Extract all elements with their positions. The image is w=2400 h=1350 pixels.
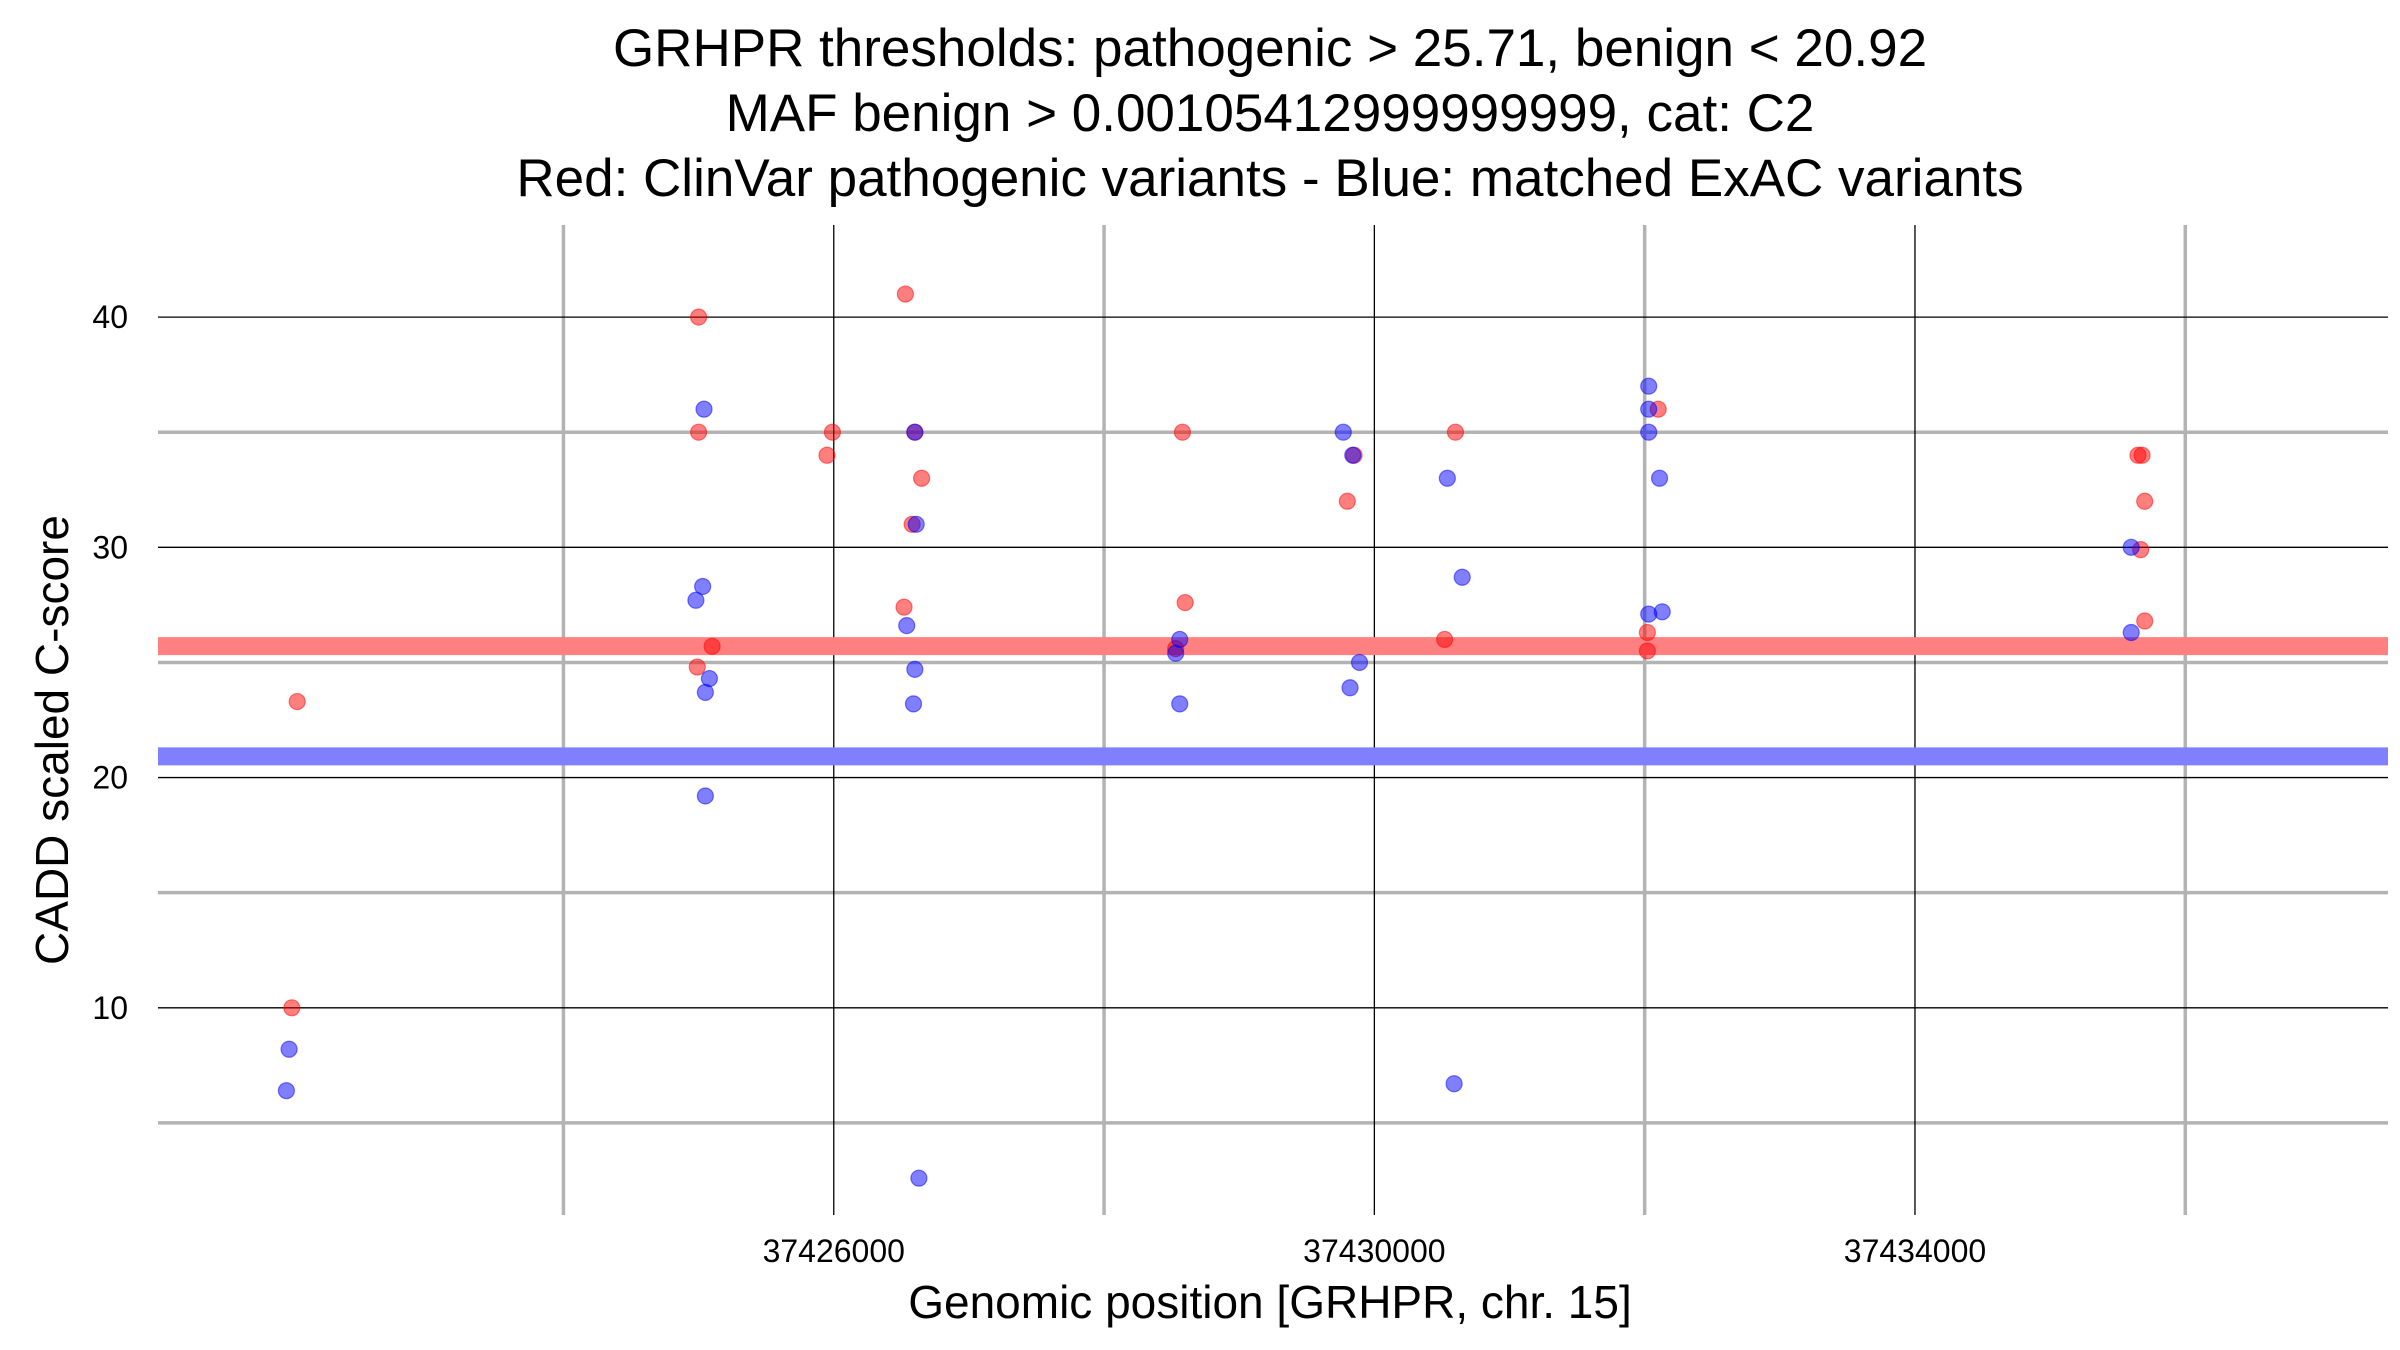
- y-tick-label: 10: [92, 990, 128, 1026]
- clinvar-pathogenic-point: [1446, 423, 1465, 441]
- y-axis-tick-labels: 10 20 30 40: [92, 299, 128, 1026]
- y-axis-label: CADD scaled C-score: [26, 515, 78, 965]
- exac-matched-point: [696, 787, 714, 805]
- clinvar-pathogenic-point: [2136, 612, 2154, 630]
- threshold-lines: [158, 637, 2388, 766]
- exac-matched-point: [906, 423, 924, 441]
- chart-title: GRHPR thresholds: pathogenic > 25.71, be…: [516, 19, 2023, 208]
- y-tick-label: 30: [92, 529, 128, 565]
- exac-matched-point: [2122, 538, 2140, 556]
- exac-matched-point: [277, 1082, 295, 1100]
- exac-matched-point: [1341, 679, 1359, 697]
- major-gridlines: [158, 225, 2388, 1215]
- exac-matched-point: [1653, 603, 1671, 621]
- clinvar-pathogenic-point: [1638, 623, 1656, 642]
- exac-matched-point: [906, 660, 924, 678]
- y-tick-label: 20: [92, 760, 128, 796]
- clinvar-pathogenic-point: [1436, 630, 1454, 649]
- exac-matched-point: [1171, 630, 1189, 649]
- exac-matched-point: [1640, 423, 1658, 441]
- clinvar-pathogenic-point: [818, 446, 836, 464]
- clinvar-pathogenic-point: [896, 285, 914, 303]
- exac-matched-point: [1650, 469, 1669, 487]
- exac-matched-point: [907, 515, 925, 533]
- exac-matched-point: [910, 1169, 928, 1187]
- exac-matched-point: [2122, 623, 2140, 642]
- clinvar-pathogenic-point: [2136, 492, 2154, 510]
- clinvar-pathogenic-point: [1338, 492, 1356, 510]
- clinvar-pathogenic-point: [1176, 593, 1194, 612]
- clinvar-pathogenic-point: [2133, 446, 2151, 464]
- x-axis-label: Genomic position [GRHPR, chr. 15]: [908, 1276, 1632, 1328]
- exac-matched-point: [1344, 446, 1362, 464]
- exac-matched-point: [694, 577, 712, 596]
- exac-matched-point: [687, 591, 705, 609]
- exac-matched-point: [1438, 469, 1456, 487]
- clinvar-pathogenic-point: [283, 999, 301, 1017]
- clinvar-pathogenic-point: [1173, 423, 1192, 441]
- exac-matched-point: [898, 617, 916, 635]
- exac-matched-point: [1334, 423, 1352, 441]
- clinvar-pathogenic-point: [688, 658, 706, 676]
- x-tick-label: 37426000: [763, 1233, 905, 1269]
- title-line-3: Red: ClinVar pathogenic variants - Blue:…: [516, 149, 2023, 208]
- clinvar-pathogenic-point: [823, 423, 842, 441]
- exac-matched-point: [280, 1040, 298, 1058]
- clinvar-pathogenic-point: [690, 308, 708, 326]
- minor-gridlines: [158, 225, 2388, 1215]
- clinvar-pathogenic-point: [288, 692, 306, 711]
- exac-matched-point: [696, 683, 714, 701]
- clinvar-pathogenic-point: [1638, 642, 1656, 660]
- exac-matched-point: [695, 400, 713, 418]
- exac-matched-point: [1453, 568, 1471, 586]
- clinvar-pathogenic-point: [895, 598, 913, 616]
- data-points: [277, 285, 2154, 1187]
- exac-matched-point: [904, 695, 923, 713]
- title-line-2: MAF benign > 0.00105412999999999, cat: C…: [726, 84, 1815, 143]
- exac-matched-point: [1640, 377, 1658, 395]
- x-tick-label: 37430000: [1303, 1233, 1445, 1269]
- exac-matched-point: [1640, 400, 1658, 418]
- y-tick-label: 40: [92, 299, 128, 335]
- clinvar-pathogenic-point: [690, 423, 708, 441]
- exac-matched-point: [1171, 695, 1189, 713]
- x-tick-label: 37434000: [1844, 1233, 1986, 1269]
- clinvar-pathogenic-point: [703, 637, 721, 655]
- exac-matched-point: [1350, 653, 1369, 672]
- x-axis-tick-labels: 37426000 37430000 37434000: [763, 1233, 1987, 1269]
- exac-matched-point: [1445, 1075, 1463, 1093]
- title-line-1: GRHPR thresholds: pathogenic > 25.71, be…: [613, 19, 1927, 78]
- clinvar-pathogenic-point: [913, 469, 931, 487]
